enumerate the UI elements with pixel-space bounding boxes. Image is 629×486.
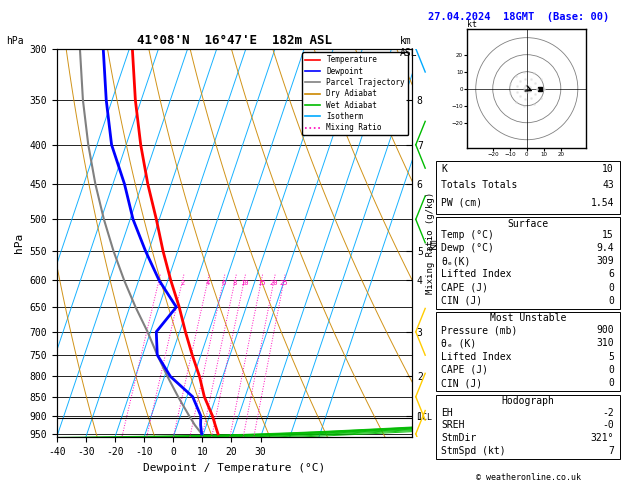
Text: 9.4: 9.4 [596,243,614,253]
Text: 6: 6 [608,269,614,279]
Text: 309: 309 [596,257,614,266]
Text: Totals Totals: Totals Totals [442,180,518,191]
Text: hPa: hPa [6,36,24,47]
Y-axis label: km
ASL: km ASL [428,234,450,252]
Text: 4: 4 [206,280,210,286]
Text: © weatheronline.co.uk: © weatheronline.co.uk [476,473,581,482]
Text: PW (cm): PW (cm) [442,198,482,208]
Text: 2: 2 [181,280,185,286]
Text: 25: 25 [280,280,288,286]
Text: 1: 1 [157,280,161,286]
Text: CIN (J): CIN (J) [442,295,482,306]
Text: kt: kt [467,20,477,29]
Text: 5: 5 [608,352,614,362]
Text: SREH: SREH [442,420,465,431]
Text: 15: 15 [257,280,265,286]
Text: 10: 10 [240,280,248,286]
Text: 8: 8 [233,280,237,286]
Text: StmDir: StmDir [442,434,477,443]
Y-axis label: hPa: hPa [14,233,24,253]
Text: 15: 15 [603,230,614,240]
Text: Lifted Index: Lifted Index [442,269,512,279]
Text: 6: 6 [221,280,226,286]
Text: 27.04.2024  18GMT  (Base: 00): 27.04.2024 18GMT (Base: 00) [428,12,610,22]
Text: θₑ(K): θₑ(K) [442,257,470,266]
Text: 310: 310 [596,338,614,348]
Text: Pressure (mb): Pressure (mb) [442,325,518,335]
Text: θₑ (K): θₑ (K) [442,338,477,348]
Text: Surface: Surface [507,219,548,229]
Text: Lifted Index: Lifted Index [442,352,512,362]
Text: CIN (J): CIN (J) [442,378,482,388]
Text: 10: 10 [603,164,614,174]
Text: CAPE (J): CAPE (J) [442,282,488,293]
Text: CAPE (J): CAPE (J) [442,365,488,375]
Text: LCL: LCL [412,413,432,422]
Text: 7: 7 [608,446,614,456]
Text: Dewp (°C): Dewp (°C) [442,243,494,253]
Text: 0: 0 [608,282,614,293]
Text: 321°: 321° [591,434,614,443]
Text: StmSpd (kt): StmSpd (kt) [442,446,506,456]
Text: K: K [442,164,447,174]
Text: EH: EH [442,408,453,417]
Text: Mixing Ratio (g/kg): Mixing Ratio (g/kg) [426,192,435,294]
Text: Hodograph: Hodograph [501,396,554,406]
X-axis label: Dewpoint / Temperature (°C): Dewpoint / Temperature (°C) [143,463,325,473]
Text: 1.54: 1.54 [591,198,614,208]
Text: 900: 900 [596,325,614,335]
Text: 20: 20 [270,280,278,286]
Text: -2: -2 [603,408,614,417]
Text: -0: -0 [603,420,614,431]
Text: 0: 0 [608,295,614,306]
Legend: Temperature, Dewpoint, Parcel Trajectory, Dry Adiabat, Wet Adiabat, Isotherm, Mi: Temperature, Dewpoint, Parcel Trajectory… [302,52,408,135]
Text: Temp (°C): Temp (°C) [442,230,494,240]
Text: 0: 0 [608,365,614,375]
Text: Most Unstable: Most Unstable [489,313,566,324]
Text: 0: 0 [608,378,614,388]
Text: km
ASL: km ASL [399,36,417,58]
Title: 41°08'N  16°47'E  182m ASL: 41°08'N 16°47'E 182m ASL [136,35,332,48]
Text: 43: 43 [603,180,614,191]
